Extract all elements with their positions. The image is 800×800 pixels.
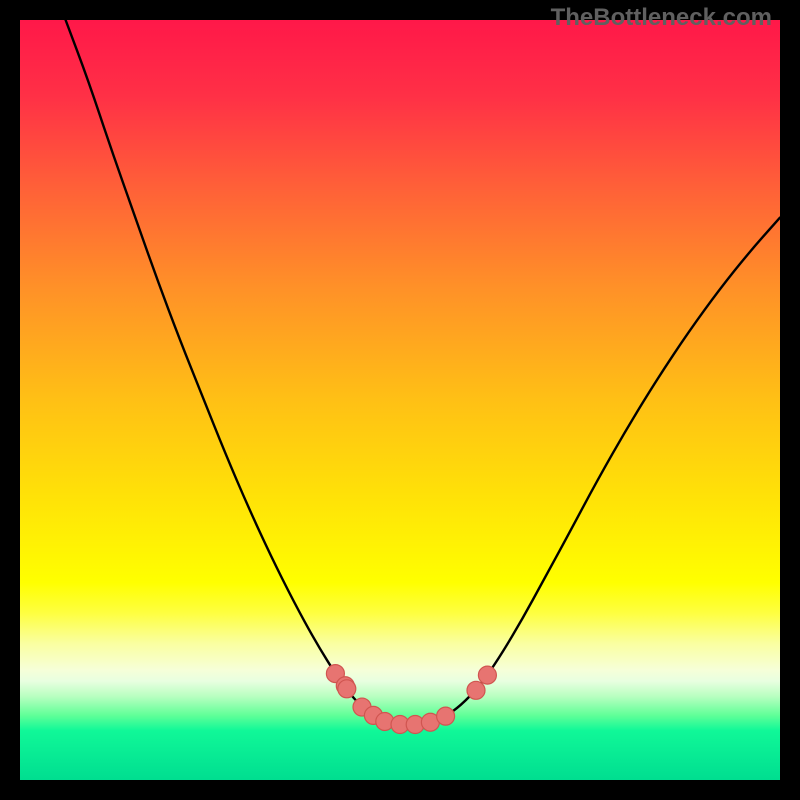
data-marker bbox=[478, 666, 496, 684]
data-marker bbox=[437, 707, 455, 725]
bottleneck-curve bbox=[66, 20, 780, 725]
data-marker bbox=[467, 681, 485, 699]
data-marker bbox=[338, 680, 356, 698]
watermark-text: TheBottleneck.com bbox=[551, 4, 772, 32]
chart-svg bbox=[20, 20, 780, 780]
chart-plot-area bbox=[20, 20, 780, 780]
